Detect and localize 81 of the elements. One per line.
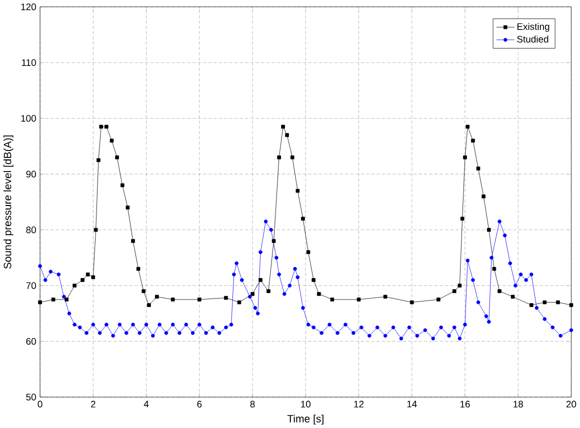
point	[410, 300, 414, 304]
point	[80, 278, 84, 282]
point	[542, 300, 547, 304]
point	[131, 239, 135, 243]
point	[482, 194, 486, 198]
x-tick-label: 6	[197, 400, 202, 408]
point	[498, 289, 502, 294]
x-tick-label: 8	[250, 400, 255, 408]
x-tick-label: 4	[144, 400, 149, 408]
point	[250, 292, 254, 296]
y-axis-title: Sound pressure level [dB(A)]	[4, 135, 14, 269]
point	[356, 298, 361, 302]
point	[94, 228, 98, 232]
point	[487, 228, 491, 232]
point	[452, 289, 456, 294]
point	[155, 294, 159, 299]
point	[556, 300, 560, 304]
y-tick-label: 110	[22, 59, 36, 66]
x-axis-title: Time [s]	[287, 414, 324, 425]
point	[91, 275, 96, 280]
point	[296, 188, 300, 193]
point	[317, 292, 321, 296]
x-tick-label: 0	[38, 400, 42, 408]
legend-label: Existing	[517, 22, 550, 32]
point	[142, 289, 146, 294]
point	[290, 155, 294, 160]
y-tick-label: 80	[26, 226, 36, 234]
y-tick-label: 60	[26, 338, 36, 345]
point	[120, 183, 124, 188]
x-tick-label: 2	[91, 400, 96, 408]
point	[312, 278, 316, 282]
point	[460, 216, 464, 221]
point	[476, 166, 480, 170]
point	[266, 289, 270, 294]
point	[436, 298, 440, 302]
point	[277, 155, 281, 160]
point	[64, 298, 68, 302]
point	[492, 266, 496, 271]
y-tick-label: 50	[26, 394, 36, 400]
y-tick-label: 90	[26, 170, 36, 178]
y-tick-label: 70	[26, 282, 36, 289]
point	[510, 294, 515, 299]
point	[285, 133, 289, 137]
y-tick-label: 100	[21, 114, 36, 122]
point	[170, 298, 175, 302]
point	[38, 300, 42, 304]
point	[258, 278, 262, 282]
x-tick-label: 10	[301, 400, 311, 408]
point	[272, 239, 276, 243]
point	[281, 124, 285, 129]
point	[529, 303, 534, 307]
x-tick-label: 14	[407, 400, 417, 408]
point	[115, 155, 119, 160]
point	[147, 303, 151, 307]
point	[86, 272, 90, 276]
point	[458, 284, 462, 288]
y-tick-label: 120	[21, 3, 36, 10]
point	[237, 300, 242, 304]
legend-label: Studied	[517, 36, 548, 43]
x-tick-label: 16	[460, 400, 470, 408]
point	[306, 250, 310, 254]
point	[569, 303, 574, 307]
point	[72, 284, 76, 288]
point	[110, 138, 114, 143]
point	[383, 294, 388, 299]
point	[224, 296, 228, 300]
point	[301, 216, 305, 221]
point	[51, 298, 56, 302]
x-tick-label: 20	[566, 400, 576, 408]
point	[198, 298, 202, 302]
point	[96, 158, 100, 162]
x-tick-label: 18	[514, 400, 523, 408]
point	[466, 124, 470, 129]
point	[471, 138, 475, 143]
point	[99, 124, 104, 129]
x-tick-label: 12	[354, 400, 364, 408]
point	[136, 266, 140, 271]
point	[330, 298, 334, 302]
point	[463, 155, 467, 160]
point	[104, 124, 108, 129]
point	[126, 206, 130, 210]
